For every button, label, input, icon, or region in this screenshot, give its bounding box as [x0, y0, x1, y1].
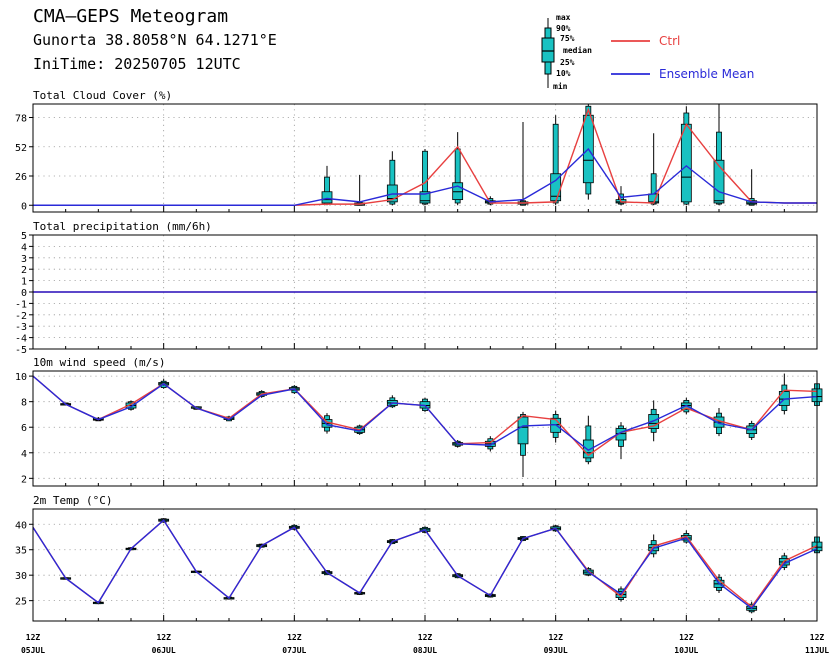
- y-tick-label: 35: [15, 546, 27, 557]
- x-tick-label-hour: 12Z: [548, 633, 563, 642]
- y-tick-label: 10: [15, 372, 27, 383]
- box-plot: [452, 132, 464, 206]
- box-plot: [713, 104, 725, 206]
- box-plot: [517, 411, 529, 478]
- x-axis-labels: 12Z 05JUL 12Z 06JUL 12Z 07JUL 12Z 08JUL 12Z 09JUL…: [21, 633, 829, 655]
- legend: max 90%75% median 25% 10% min Ctrl Ensemble Mea…: [541, 13, 754, 91]
- box-outer: [389, 159, 396, 205]
- y-tick-label: -2: [15, 311, 27, 322]
- chart-title: CMA—GEPS Meteogram: [33, 6, 229, 27]
- panel-precipitation: Total precipitation (mm/6h) -5-4-3-2-1012…: [15, 220, 818, 356]
- box-outer: [422, 150, 428, 205]
- panel-title-temperature: 2m Temp (°C): [33, 494, 112, 507]
- y-tick-label: 8: [21, 398, 27, 409]
- legend-label-0: max: [556, 13, 571, 22]
- panel-frame: [32, 370, 818, 487]
- panel-wind-speed: 10m wind speed (m/s) 2 4 6 8 10: [15, 356, 823, 487]
- x-tick-label-date: 06JUL: [152, 646, 176, 655]
- legend-label-2: 75%: [560, 34, 575, 43]
- box-inner: [419, 191, 431, 204]
- y-tick-label: -5: [15, 345, 27, 356]
- y-tick-label: 2: [21, 474, 27, 485]
- y-tick-label: 26: [15, 172, 27, 183]
- box-inner: [680, 123, 692, 203]
- y-tick-label: 1: [21, 277, 27, 288]
- y-tick-label: 4: [21, 449, 27, 460]
- y-tick-label: 25: [15, 597, 27, 608]
- box-plot: [125, 400, 137, 411]
- legend-ctrl-label: Ctrl: [659, 34, 680, 48]
- panel-title-cloud-cover: Total Cloud Cover (%): [33, 89, 172, 102]
- box-inner: [452, 182, 464, 201]
- y-tick-label: 4: [21, 242, 27, 253]
- box-outer: [454, 148, 461, 204]
- y-tick-label: -4: [15, 334, 27, 345]
- y-tick-label: -1: [15, 299, 27, 310]
- box-plot: [517, 122, 529, 206]
- x-tick-label-date: 05JUL: [21, 646, 45, 655]
- box-plot: [419, 149, 431, 206]
- x-tick-label-hour: 12Z: [156, 633, 171, 642]
- init-time-line: IniTime: 20250705 12UTC: [33, 55, 241, 73]
- x-tick-label-date: 07JUL: [282, 646, 306, 655]
- box-inner: [615, 428, 627, 441]
- y-tick-label: 2: [21, 265, 27, 276]
- panel-title-wind-speed: 10m wind speed (m/s): [33, 356, 165, 369]
- x-tick-label-date: 08JUL: [413, 646, 437, 655]
- legend-label-6: min: [553, 81, 568, 91]
- x-tick-label-hour: 12Z: [810, 633, 825, 642]
- y-tick-label: 30: [15, 571, 27, 582]
- y-tick-label: 3: [21, 254, 27, 265]
- ensemble-mean-series-line: [32, 519, 818, 610]
- y-tick-label: 40: [15, 520, 27, 531]
- x-tick-label-hour: 12Z: [26, 633, 41, 642]
- location-line: Gunorta 38.8058°N 64.1271°E: [33, 31, 277, 49]
- legend-label-1: 90%: [556, 24, 571, 33]
- box-inner: [321, 191, 333, 204]
- y-tick-label: 5: [21, 231, 27, 242]
- box-outer: [618, 193, 624, 205]
- box-outer: [552, 123, 559, 204]
- x-tick-label-date: 11JUL: [805, 646, 829, 655]
- x-tick-label-hour: 12Z: [679, 633, 694, 642]
- box-outer: [650, 173, 657, 205]
- x-tick-label-hour: 12Z: [418, 633, 433, 642]
- box-plot: [582, 415, 594, 465]
- y-tick-label: 78: [15, 114, 27, 125]
- ctrl-series-line: [32, 375, 818, 457]
- legend-mean-label: Ensemble Mean: [659, 67, 754, 81]
- x-tick-label-date: 10JUL: [674, 646, 698, 655]
- y-tick-label: 6: [21, 423, 27, 434]
- x-tick-label-date: 09JUL: [544, 646, 568, 655]
- box-inner: [517, 416, 529, 445]
- legend-inner-box: [541, 37, 555, 63]
- box-plot: [746, 169, 758, 206]
- y-tick-label: 52: [15, 143, 27, 154]
- panel-frame: [32, 103, 818, 213]
- box-plot: [615, 422, 627, 460]
- y-tick-label: 0: [21, 201, 27, 212]
- ensemble-mean-series-line: [33, 147, 817, 206]
- legend-label-4: 25%: [560, 58, 575, 67]
- panel-title-precipitation: Total precipitation (mm/6h): [33, 220, 212, 233]
- legend-label-3: median: [563, 45, 592, 55]
- y-tick-label: -3: [15, 322, 27, 333]
- panel-temperature: 2m Temp (°C) 25 30 35 40: [15, 494, 823, 622]
- legend-label-5: 10%: [556, 69, 571, 78]
- box-inner: [713, 159, 725, 204]
- panel-frame: [32, 234, 818, 350]
- x-tick-label-hour: 12Z: [287, 633, 302, 642]
- ensemble-mean-series-line: [32, 375, 818, 452]
- panel-frame: [32, 508, 818, 622]
- box-plot: [680, 106, 692, 206]
- y-tick-label: 0: [21, 288, 27, 299]
- panel-cloud-cover: Total Cloud Cover (%) 0 26 52 78: [15, 89, 818, 213]
